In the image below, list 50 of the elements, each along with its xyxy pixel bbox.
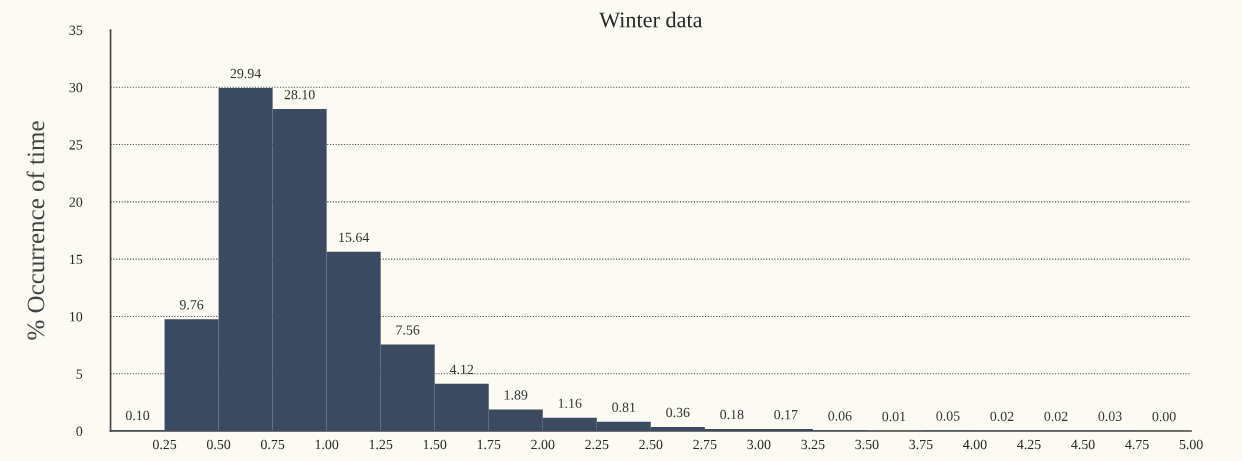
data-label: 0.36 bbox=[666, 407, 690, 418]
y-axis-title: % Occurrence of time bbox=[26, 121, 45, 340]
y-tick-label: 20 bbox=[69, 197, 83, 207]
y-tick-label: 15 bbox=[70, 254, 83, 265]
y-tick-label: 35 bbox=[69, 25, 83, 35]
data-label: 4.12 bbox=[449, 364, 474, 375]
x-tick-label: 3.50 bbox=[855, 439, 879, 450]
x-tick-label: 3.75 bbox=[909, 439, 933, 450]
x-tick-label: 3.25 bbox=[801, 439, 825, 450]
data-label: 29.94 bbox=[230, 68, 262, 79]
x-tick-label: 4.25 bbox=[1017, 439, 1041, 450]
data-label: 0.02 bbox=[990, 411, 1014, 422]
data-label: 0.02 bbox=[1044, 411, 1068, 422]
y-tick-label: 25 bbox=[69, 140, 83, 150]
data-label: 0.03 bbox=[1098, 411, 1122, 421]
data-label: 0.18 bbox=[720, 409, 744, 420]
x-tick-label: 4.00 bbox=[963, 439, 987, 450]
data-label: 0.00 bbox=[1152, 411, 1176, 422]
data-label: 15.64 bbox=[339, 232, 370, 243]
data-label: 0.17 bbox=[774, 409, 798, 420]
chart-title: Winter data bbox=[599, 11, 703, 28]
x-tick-label: 0.25 bbox=[152, 439, 177, 450]
y-tick-label: 30 bbox=[69, 82, 83, 93]
data-label: 9.76 bbox=[179, 300, 204, 310]
data-label: 0.06 bbox=[828, 411, 852, 421]
data-label: 0.05 bbox=[936, 411, 960, 421]
data-label: 0.10 bbox=[125, 410, 150, 421]
x-tick-label: 2.25 bbox=[585, 439, 609, 450]
x-tick-label: 3.00 bbox=[747, 439, 771, 450]
x-tick-label: 0.75 bbox=[261, 439, 285, 450]
x-tick-label: 2.75 bbox=[693, 439, 717, 450]
y-tick-label: 10 bbox=[70, 312, 83, 322]
data-label: 0.81 bbox=[612, 402, 636, 413]
x-tick-label: 4.75 bbox=[1125, 439, 1149, 450]
x-tick-label: 2.50 bbox=[639, 439, 663, 450]
data-label: 7.56 bbox=[396, 325, 420, 335]
y-tick-label: 5 bbox=[76, 369, 83, 379]
data-label: 28.10 bbox=[284, 89, 315, 100]
x-tick-label: 1.75 bbox=[477, 439, 501, 450]
y-tick-label: 0 bbox=[76, 426, 83, 436]
x-tick-label: 1.00 bbox=[315, 439, 339, 450]
data-label: 1.89 bbox=[504, 390, 528, 400]
x-tick-label: 5.00 bbox=[1179, 439, 1203, 450]
x-tick-label: 4.50 bbox=[1071, 439, 1095, 450]
data-label: 0.01 bbox=[882, 411, 906, 422]
x-tick-label: 0.50 bbox=[206, 439, 231, 450]
x-tick-label: 2.00 bbox=[531, 439, 555, 450]
x-tick-label: 1.50 bbox=[423, 439, 447, 450]
data-label: 1.16 bbox=[558, 398, 582, 409]
x-tick-label: 1.25 bbox=[369, 439, 393, 450]
